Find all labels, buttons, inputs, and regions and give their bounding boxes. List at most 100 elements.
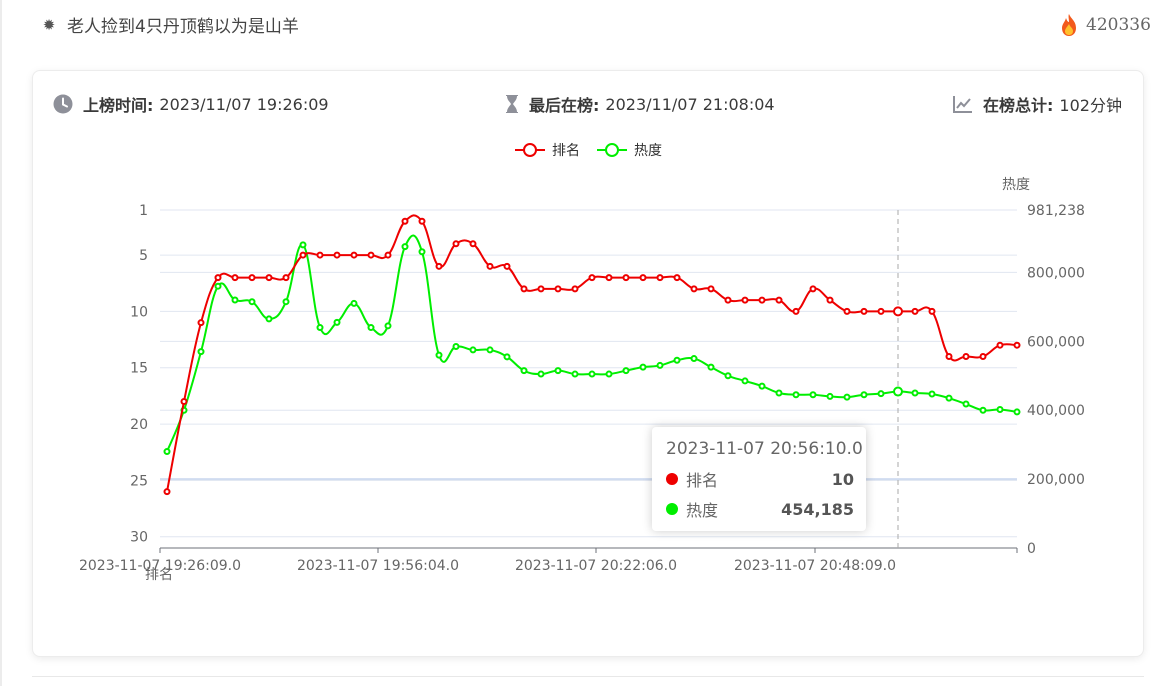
heat-series-point [435, 351, 443, 359]
hourglass-icon [506, 95, 518, 113]
rank-series-point [758, 296, 766, 304]
gear-icon: ✹ [42, 16, 56, 34]
rank-series-point [622, 274, 630, 282]
tooltip-row-rank: 排名 10 [666, 468, 854, 490]
x-axis-tick-label: 2023-11-07 20:48:09.0 [734, 558, 896, 574]
heat-series-point [741, 377, 749, 385]
grid-layer [160, 209, 1017, 549]
heat-series-point [418, 248, 426, 256]
rank-series-point [265, 274, 273, 282]
rank-series-point [350, 251, 358, 259]
rank-series-point [928, 307, 936, 315]
rank-series-point [571, 285, 579, 293]
legend-label: 热度 [634, 143, 662, 159]
heat-series-point [469, 346, 477, 354]
rank-series-point [503, 262, 511, 270]
rank-series-point [690, 285, 698, 293]
heat-series-point [367, 324, 375, 332]
tooltip-heat-marker [666, 503, 678, 515]
axis-layer: 1510152025300200,000400,000600,000800,00… [79, 177, 1085, 583]
x-axis-tick-label: 2023-11-07 20:22:06.0 [515, 558, 677, 574]
bottom-divider [32, 676, 1144, 677]
heat-series-point [792, 391, 800, 399]
left-axis-tick-label: 15 [130, 361, 148, 377]
total-on-list-label: 在榜总计: [983, 96, 1054, 115]
chart-legend: 排名 热度 [515, 143, 662, 159]
heat-series-point [945, 394, 953, 402]
rank-series-point [197, 319, 205, 327]
rank-series-point [367, 251, 375, 259]
rank-series-point [724, 296, 732, 304]
legend-marker [605, 143, 619, 157]
heat-series-point [928, 390, 936, 398]
rank-series-point [248, 274, 256, 282]
right-axis-tick-label: 800,000 [1027, 265, 1085, 281]
rank-series-point [893, 306, 903, 317]
right-axis-tick-label: 600,000 [1027, 334, 1085, 350]
heat-series-point [707, 363, 715, 371]
heat-series-point [503, 353, 511, 361]
topic-title[interactable]: 老人捡到4只丹顶鹤以为是山羊 [67, 17, 299, 37]
left-axis-tick-label: 5 [139, 248, 148, 264]
rank-series-point [843, 307, 851, 315]
heat-series-point [401, 243, 409, 251]
left-axis-name: 排名 [145, 567, 173, 583]
rank-series-point [707, 285, 715, 293]
rank-series-point [792, 307, 800, 315]
x-axis-tick-label: 2023-11-07 19:56:04.0 [297, 558, 459, 574]
rank-series-point [809, 285, 817, 293]
heat-series-point [911, 389, 919, 397]
rank-series-point [1013, 341, 1021, 349]
right-axis-tick-label: 981,238 [1027, 203, 1085, 219]
tooltip-rank-name: 排名 [686, 471, 719, 490]
heat-series-point [554, 367, 562, 375]
heat-series-point [724, 372, 732, 380]
first-on-list-value: 2023/11/07 19:26:09 [159, 94, 329, 114]
last-on-list-stat: 最后在榜: 2023/11/07 21:08:04 [505, 93, 775, 115]
page-left-border [0, 0, 2, 686]
heat-series-point [248, 298, 256, 306]
rank-series-point [588, 274, 596, 282]
heat-series-point [350, 299, 358, 307]
rank-series-point [231, 274, 239, 282]
rank-series-point [996, 341, 1004, 349]
heat-series-point [826, 392, 834, 400]
heat-series-point [520, 367, 528, 375]
tooltip-heat-value: 454,185 [781, 499, 854, 519]
series-layer [163, 214, 1021, 496]
heat-series-point [690, 355, 698, 363]
total-on-list-value: 102分钟 [1059, 96, 1122, 115]
rank-series-point [826, 296, 834, 304]
clock-icon [53, 94, 73, 114]
heat-series-point [673, 356, 681, 364]
rank-series-point [639, 274, 647, 282]
rank-series-point [537, 285, 545, 293]
heat-series-point [622, 367, 630, 375]
tooltip-row-heat: 热度 454,185 [666, 498, 854, 520]
heat-series-point [962, 400, 970, 408]
rank-series-point [299, 251, 307, 259]
tooltip-heat-name: 热度 [686, 501, 719, 520]
rank-series-point [214, 274, 222, 282]
rank-series-point [741, 296, 749, 304]
rank-series-point [163, 488, 171, 496]
rank-series-point [520, 285, 528, 293]
first-on-list-label: 上榜时间: [83, 96, 154, 115]
rank-series-point [469, 240, 477, 248]
legend-item-heat: 热度 [597, 143, 662, 159]
heat-series-point [877, 390, 885, 398]
heat-series-point [571, 370, 579, 378]
tooltip-rank-marker [666, 473, 678, 485]
left-axis-tick-label: 20 [130, 417, 148, 433]
last-on-list-value: 2023/11/07 21:08:04 [605, 94, 775, 114]
heat-series-point [231, 296, 239, 304]
heat-series-point [605, 370, 613, 378]
heat-series-point [452, 342, 460, 350]
heat-series-point [996, 406, 1004, 414]
heat-series-point [860, 391, 868, 399]
heat-value: 420336 [1086, 15, 1151, 35]
legend-label: 排名 [552, 143, 580, 159]
chart-card: 上榜时间: 2023/11/07 19:26:09 最后在榜: 2023/11/… [32, 70, 1144, 657]
legend-item-rank: 排名 [515, 143, 580, 159]
